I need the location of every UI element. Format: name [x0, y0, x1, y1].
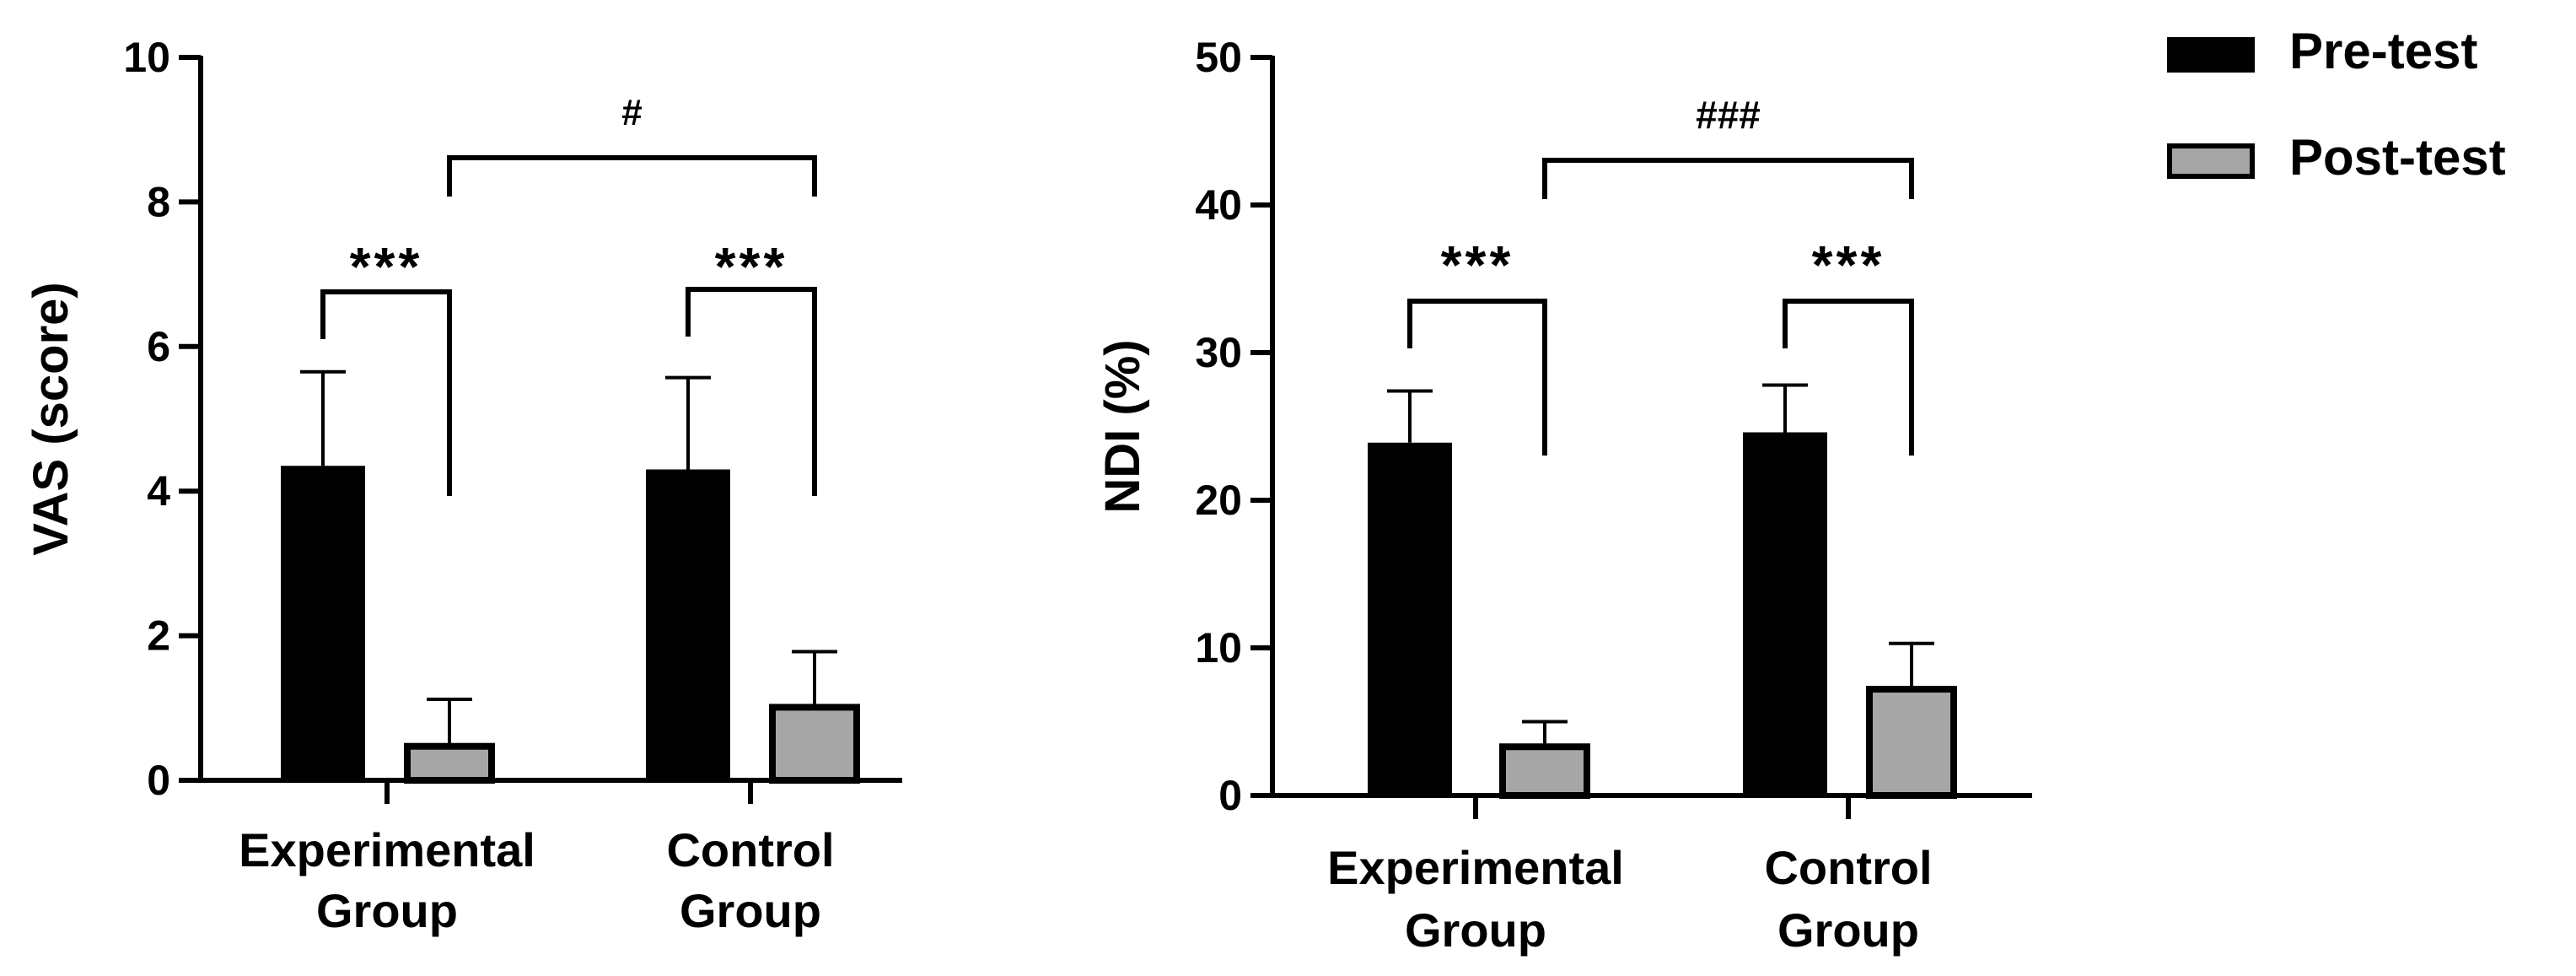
y-tick-label: 6	[147, 323, 170, 370]
bar-post-test	[1499, 743, 1590, 799]
between-group-bracket	[447, 155, 817, 197]
chart-ndi: 0 10 20 30 40 50 NDI (%) Experimental Group Contr…	[1095, 34, 2032, 957]
y-tick-label: 10	[1195, 624, 1242, 671]
y-tick-label: 4	[147, 467, 170, 515]
y-tick-label: 20	[1195, 477, 1242, 524]
y-axis-title: VAS (score)	[24, 282, 78, 555]
significance-bracket	[686, 287, 817, 496]
significance-mark: ***	[1812, 235, 1885, 295]
y-tick-label: 8	[147, 178, 170, 225]
between-group-mark: ###	[1696, 93, 1761, 137]
y-tick-label: 50	[1195, 34, 1242, 81]
x-tick-label: Control	[666, 823, 834, 876]
legend-swatch-post-test	[2167, 143, 2255, 179]
significance-mark: ***	[715, 236, 788, 297]
y-axis-title: NDI (%)	[1095, 339, 1150, 513]
significance-mark: ***	[350, 236, 423, 297]
bar-post-test	[769, 704, 860, 784]
y-tick-label: 10	[123, 34, 170, 81]
bar-pre-test	[281, 466, 365, 780]
bar-pre-test	[646, 469, 730, 780]
bar-pre-test	[1368, 442, 1452, 795]
y-tick-label: 0	[147, 757, 170, 804]
x-tick-label: Group	[680, 884, 821, 937]
significance-bracket	[320, 289, 452, 496]
legend: Pre-test Post-test	[2167, 23, 2506, 186]
significance-bracket	[1407, 299, 1547, 456]
legend-label-post-test: Post-test	[2289, 129, 2506, 186]
chart-vas: 0 2 4 6 8 10 VAS (score) Experimental Group Contr…	[24, 34, 902, 937]
y-tick-label: 2	[147, 612, 170, 660]
y-tick-label: 0	[1218, 772, 1242, 819]
bar-post-test	[404, 742, 495, 785]
bar-post-test	[1866, 686, 1957, 799]
significance-mark: ***	[1441, 235, 1514, 295]
legend-label-pre-test: Pre-test	[2289, 23, 2477, 79]
significance-bracket	[1783, 299, 1914, 456]
x-tick-label: Control	[1764, 841, 1932, 894]
x-tick-label: Experimental	[239, 823, 535, 876]
x-tick-label: Experimental	[1327, 841, 1624, 894]
between-group-mark: #	[621, 92, 642, 133]
x-tick-label: Group	[316, 884, 458, 937]
bar-pre-test	[1743, 432, 1827, 795]
legend-swatch-pre-test	[2167, 37, 2255, 73]
x-tick-label: Group	[1777, 903, 1919, 957]
x-tick-label: Group	[1405, 903, 1546, 957]
y-tick-label: 40	[1195, 181, 1242, 229]
y-tick-label: 30	[1195, 329, 1242, 376]
between-group-bracket	[1542, 158, 1914, 199]
